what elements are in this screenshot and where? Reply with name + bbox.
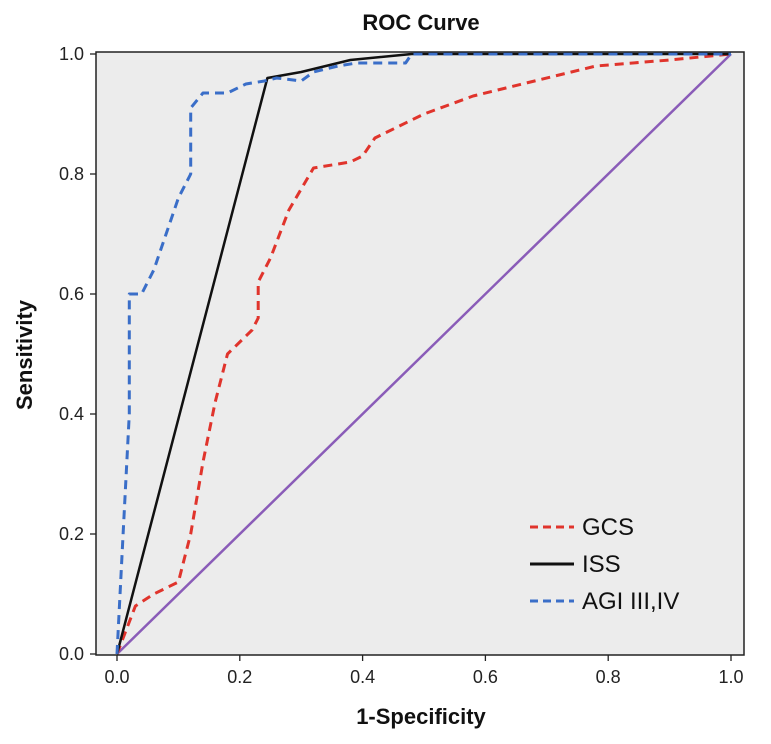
series-group xyxy=(115,52,732,655)
x-tick-label: 0.2 xyxy=(227,667,252,687)
legend-label-iss: ISS xyxy=(582,551,621,578)
legend-label-agi-iii-iv: AGI III,IV xyxy=(582,588,679,615)
legend-label-gcs: GCS xyxy=(582,514,634,541)
x-axis-label: 1-Specificity xyxy=(356,704,486,729)
y-tick-label: 0.6 xyxy=(59,284,84,304)
y-tick-label: 1.0 xyxy=(59,44,84,64)
y-axis-label: Sensitivity xyxy=(12,299,37,410)
y-tick-label: 0.0 xyxy=(59,644,84,664)
y-tick-label: 0.4 xyxy=(59,404,84,424)
series-line-agi-iii-iv xyxy=(115,52,731,655)
x-tick-label: 0.8 xyxy=(596,667,621,687)
legend: GCS ISS AGI III,IV xyxy=(530,514,679,615)
y-tick-label: 0.2 xyxy=(59,524,84,544)
axis-ticks: 0.0 0.2 0.4 0.6 0.8 1.0 0.0 0.2 0.4 0.6 0.8 1.0 xyxy=(59,44,744,687)
plot-frame xyxy=(95,51,745,656)
x-tick-label: 0.6 xyxy=(473,667,498,687)
x-tick-label: 1.0 xyxy=(718,667,743,687)
plot-area xyxy=(96,52,744,655)
series-line-gcs xyxy=(115,52,732,655)
chart-title: ROC Curve xyxy=(362,10,479,35)
x-tick-label: 0.4 xyxy=(350,667,375,687)
series-line-reference-diagonal xyxy=(116,53,732,655)
x-tick-label: 0.0 xyxy=(104,667,129,687)
y-tick-label: 0.8 xyxy=(59,164,84,184)
